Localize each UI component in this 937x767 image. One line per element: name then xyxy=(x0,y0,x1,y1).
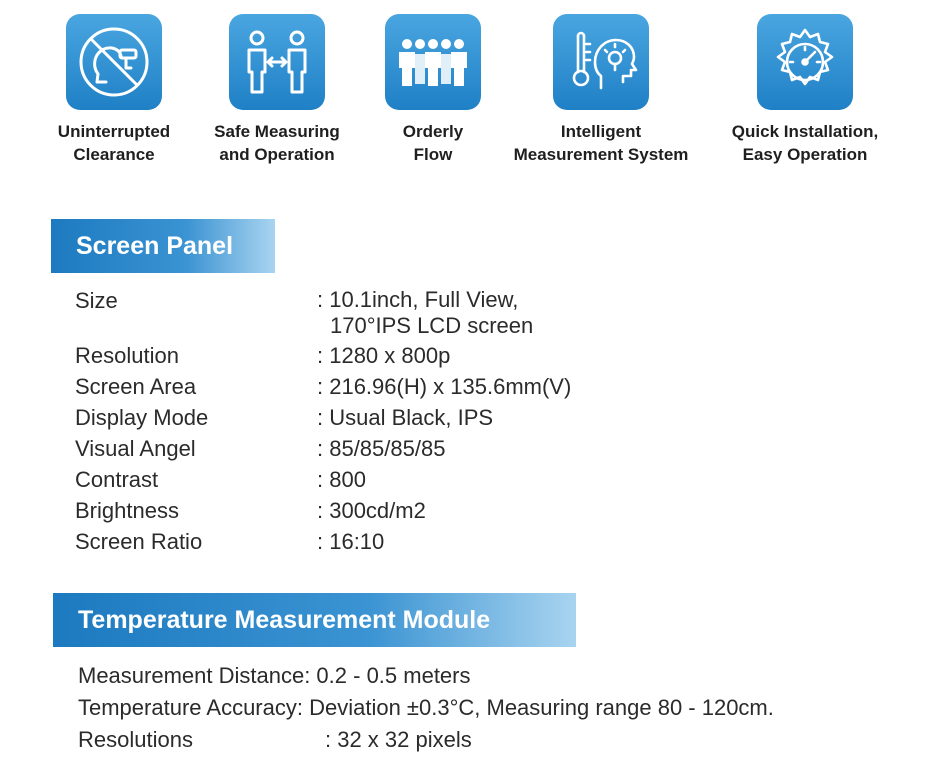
spec-row-temperature-accuracy: Temperature Accuracy: Deviation ±0.3°C, … xyxy=(78,694,908,726)
spec-row-visual-angel: Visual Angel : 85/85/85/85 xyxy=(75,435,635,466)
crowd-icon xyxy=(385,14,481,110)
feature-caption: Safe Measuring and Operation xyxy=(214,122,340,164)
spec-value: : 32 x 32 pixels xyxy=(325,727,472,752)
feature-uninterrupted-clearance: Uninterrupted Clearance xyxy=(48,14,180,166)
spec-value: : 10.1inch, Full View, 170°IPS LCD scree… xyxy=(317,287,534,338)
spec-row-screen-area: Screen Area : 216.96(H) x 135.6mm(V) xyxy=(75,373,635,404)
spec-value: : 85/85/85/85 xyxy=(317,436,446,461)
spec-label: Screen Area xyxy=(75,374,197,399)
spec-value: : Usual Black, IPS xyxy=(317,405,494,430)
spec-label: Size xyxy=(75,288,118,313)
spec-value: : 16:10 xyxy=(317,529,385,554)
social-distance-icon xyxy=(229,14,325,110)
screen-panel-spec-table: Size : 10.1inch, Full View, 170°IPS LCD … xyxy=(75,287,635,559)
section-header-temperature-module: Temperature Measurement Module xyxy=(53,593,576,647)
no-contact-icon xyxy=(66,14,162,110)
spec-value: : 800 xyxy=(317,467,366,492)
spec-row-contrast: Contrast : 800 xyxy=(75,466,635,497)
section-header-screen-panel: Screen Panel xyxy=(51,219,275,273)
spec-row-size: Size : 10.1inch, Full View, 170°IPS LCD … xyxy=(75,287,635,342)
spec-row-display-mode: Display Mode : Usual Black, IPS xyxy=(75,404,635,435)
feature-caption: Orderly Flow xyxy=(402,122,464,164)
spec-label: Visual Angel xyxy=(75,436,196,461)
spec-label: Screen Ratio xyxy=(75,529,203,554)
temperature-module-spec-table: Measurement Distance: 0.2 - 0.5 meters T… xyxy=(78,662,908,758)
spec-row-screen-ratio: Screen Ratio : 16:10 xyxy=(75,528,635,559)
spec-row-brightness: Brightness : 300cd/m2 xyxy=(75,497,635,528)
spec-value: : 1280 x 800p xyxy=(317,343,451,368)
smart-thermometer-icon xyxy=(553,14,649,110)
feature-intelligent-measurement: Intelligent Measurement System xyxy=(498,14,704,166)
spec-value: : 300cd/m2 xyxy=(317,498,426,523)
spec-label: Resolution xyxy=(75,343,179,368)
feature-quick-installation: Quick Installation, Easy Operation xyxy=(718,14,892,166)
feature-safe-measuring: Safe Measuring and Operation xyxy=(203,14,351,166)
spec-label: Contrast xyxy=(75,467,159,492)
spec-label: Resolutions xyxy=(78,727,193,752)
spec-text: Temperature Accuracy: Deviation ±0.3°C, … xyxy=(78,695,774,720)
spec-label: Brightness xyxy=(75,498,179,523)
spec-value: : 216.96(H) x 135.6mm(V) xyxy=(317,374,572,399)
spec-row-measurement-distance: Measurement Distance: 0.2 - 0.5 meters xyxy=(78,662,908,694)
feature-caption: Uninterrupted Clearance xyxy=(57,122,171,164)
feature-caption: Quick Installation, Easy Operation xyxy=(731,122,879,164)
spec-row-resolutions: Resolutions : 32 x 32 pixels xyxy=(78,726,908,758)
spec-row-resolution: Resolution : 1280 x 800p xyxy=(75,342,635,373)
feature-orderly-flow: Orderly Flow xyxy=(373,14,493,166)
spec-text: Measurement Distance: 0.2 - 0.5 meters xyxy=(78,663,471,688)
feature-caption: Intelligent Measurement System xyxy=(513,122,689,164)
gear-gauge-icon xyxy=(757,14,853,110)
spec-label: Display Mode xyxy=(75,405,209,430)
